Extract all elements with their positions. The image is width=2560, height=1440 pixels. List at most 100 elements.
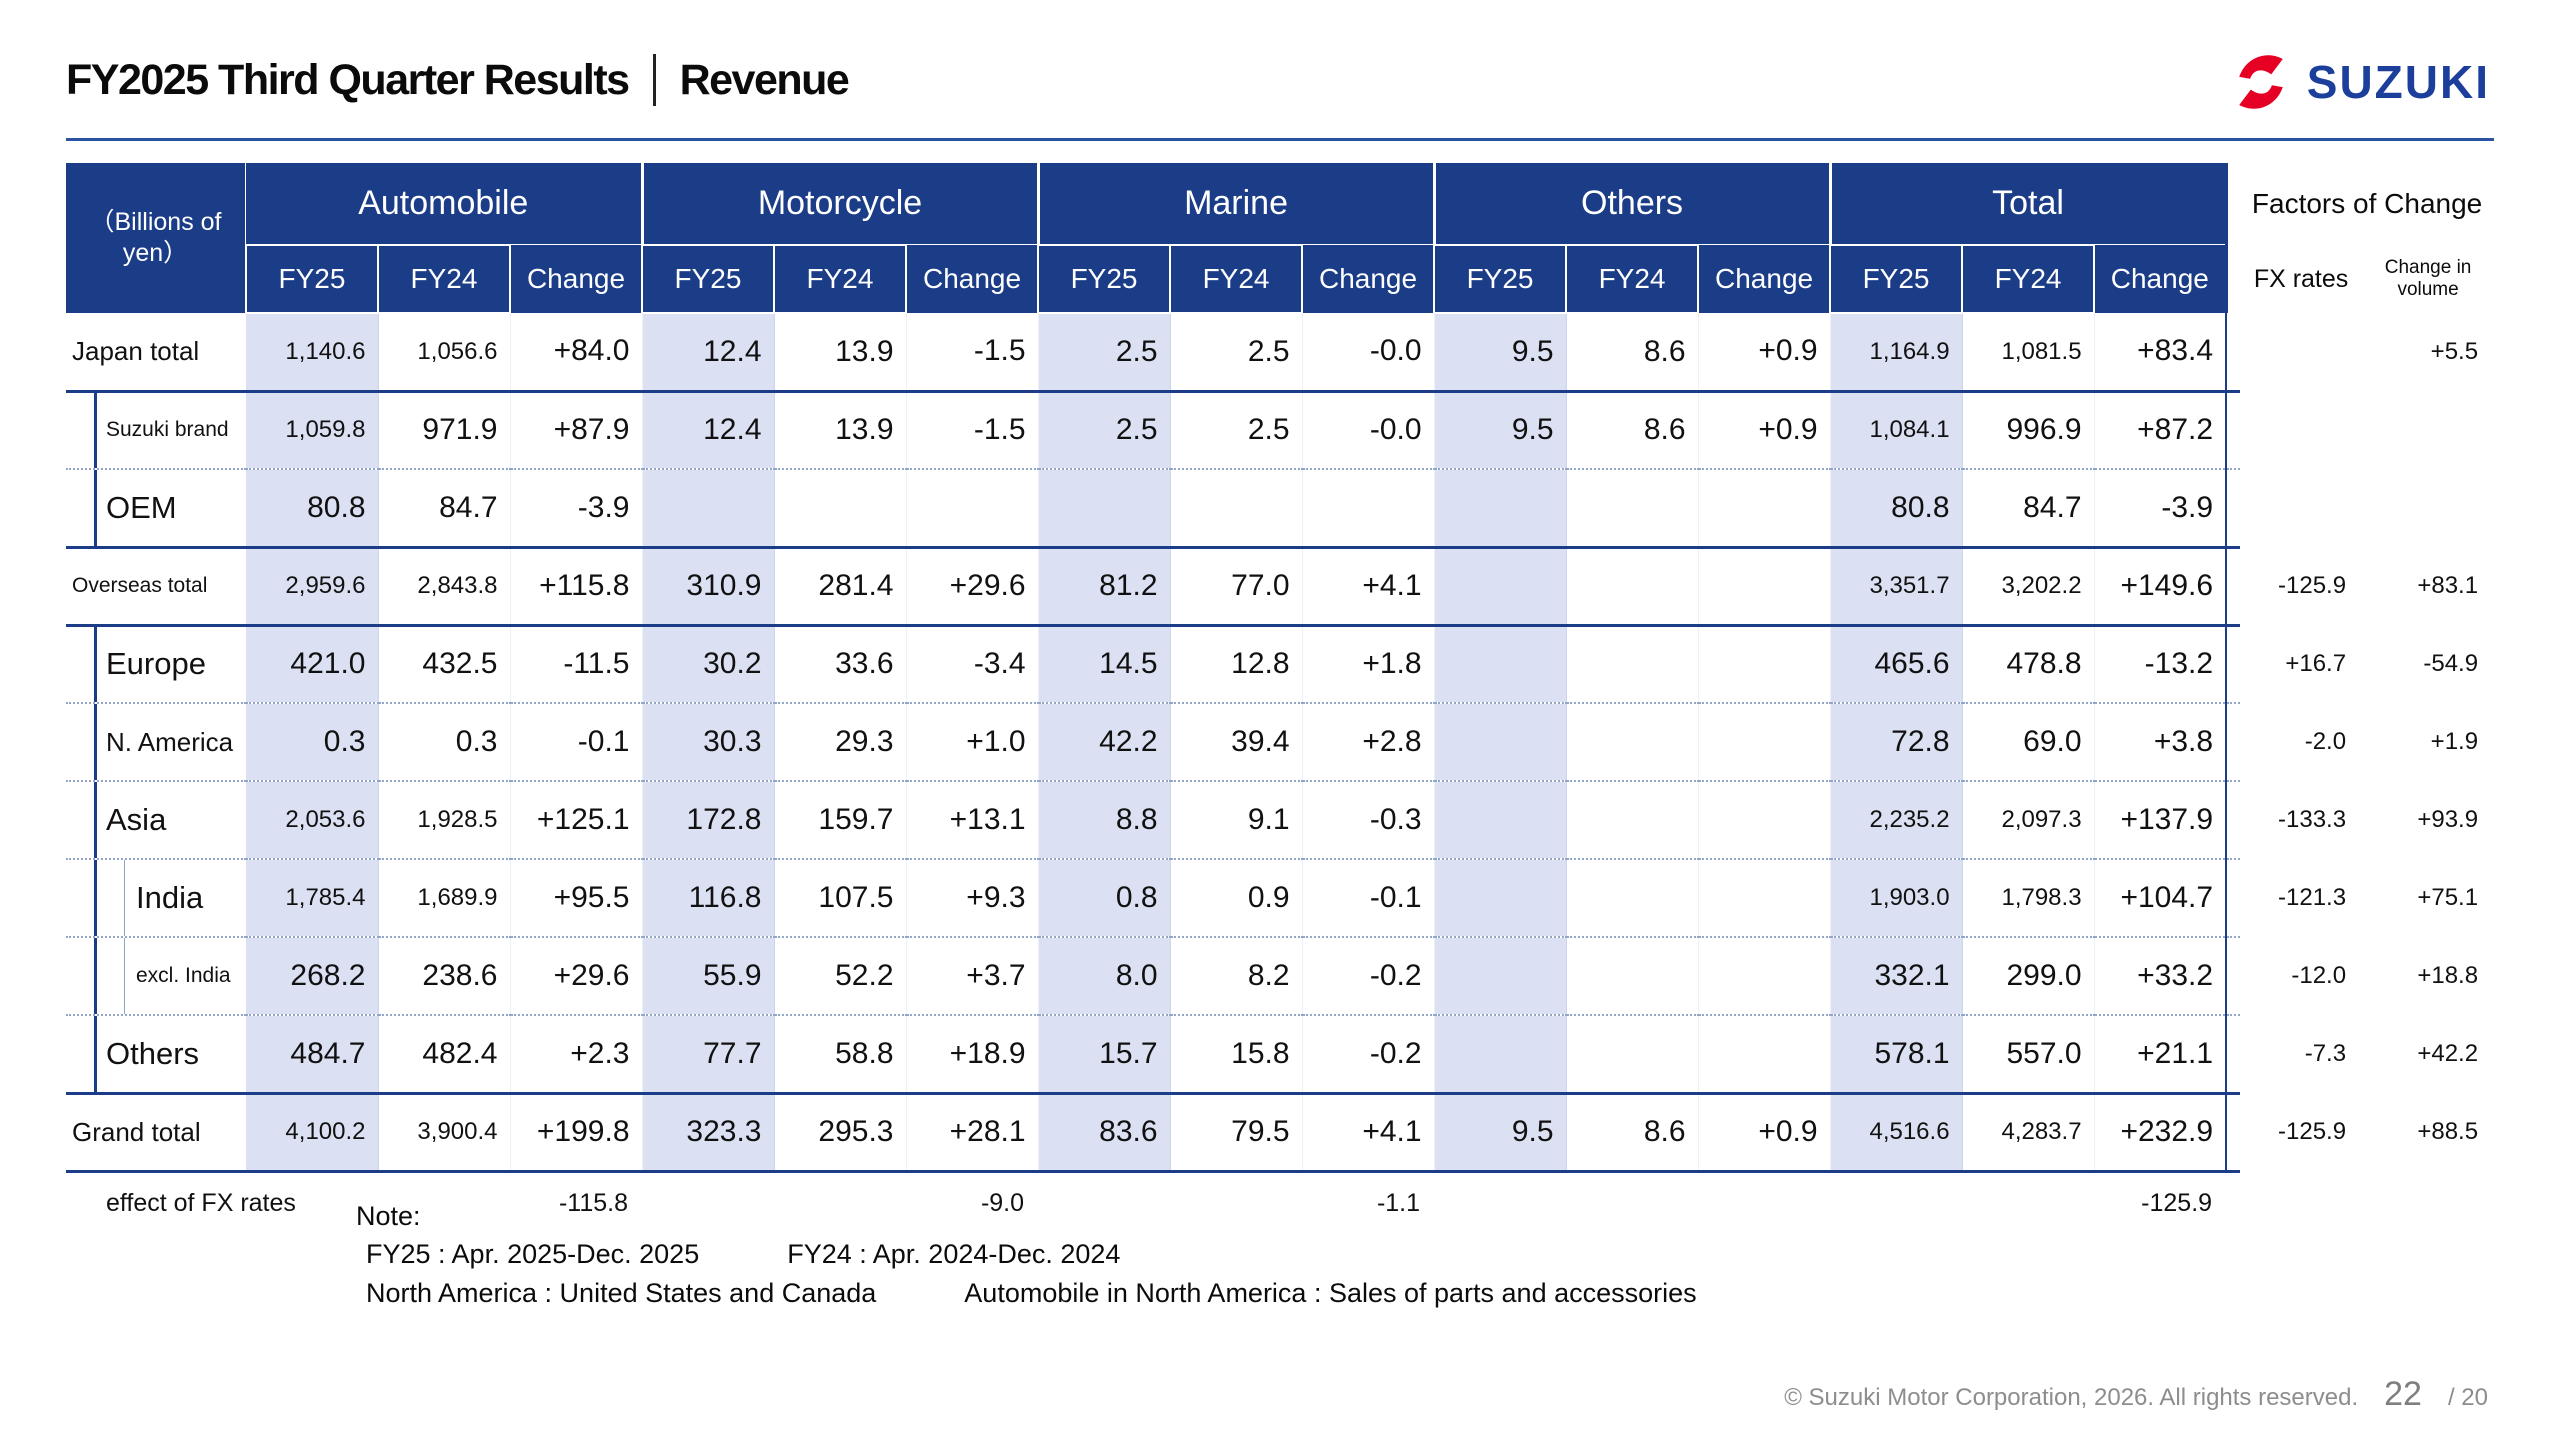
value-cell — [1698, 702, 1831, 781]
change-in-volume-value: +1.9 — [2362, 703, 2495, 781]
value-cell — [1434, 858, 1567, 937]
value-cell: -0.0 — [1302, 313, 1435, 391]
value-cell: 15.7 — [1038, 1014, 1171, 1093]
value-cell: 3,900.4 — [378, 1091, 511, 1173]
change-in-volume-value: +42.2 — [2362, 1015, 2495, 1093]
value-cell — [1566, 936, 1699, 1015]
note-fy25-def: FY25 : Apr. 2025-Dec. 2025 — [366, 1239, 700, 1270]
fx-rates-value — [2240, 469, 2363, 547]
column-group-motorcycle: Motorcycle — [640, 163, 1039, 245]
value-cell: 971.9 — [378, 389, 511, 469]
value-cell: +2.8 — [1302, 702, 1435, 781]
value-cell: -3.9 — [2094, 468, 2227, 547]
value-cell: 2.5 — [1038, 313, 1171, 391]
value-cell — [1434, 936, 1567, 1015]
value-cell: +3.7 — [906, 936, 1039, 1015]
value-cell: -0.2 — [1302, 936, 1435, 1015]
divider-cell — [2225, 468, 2241, 547]
value-cell: +104.7 — [2094, 858, 2227, 937]
value-cell: +0.9 — [1698, 389, 1831, 469]
subheader-fy25: FY25 — [1433, 244, 1568, 314]
value-cell: 9.5 — [1434, 1091, 1567, 1173]
value-cell: -13.2 — [2094, 623, 2227, 703]
divider-cell — [2225, 1091, 2241, 1173]
value-cell: 1,798.3 — [1962, 858, 2095, 937]
value-cell: 0.8 — [1038, 858, 1171, 937]
note-na-auto-def: Automobile in North America : Sales of p… — [964, 1277, 1697, 1308]
value-cell: 159.7 — [774, 780, 907, 859]
row-label-grand-total: Grand total — [66, 1091, 246, 1173]
row-label-others: Others — [66, 1014, 246, 1093]
value-cell: -3.4 — [906, 623, 1039, 703]
table-cell — [642, 1171, 906, 1235]
factors-of-change-title: Factors of Change — [2240, 163, 2495, 245]
subheader-fy24: FY24 — [1169, 244, 1304, 314]
slide-header: FY2025 Third Quarter Results Revenue SUZ… — [66, 44, 2494, 120]
value-cell: +83.4 — [2094, 313, 2227, 391]
row-label-oem: OEM — [66, 468, 246, 547]
note-fy24-def: FY24 : Apr. 2024-Dec. 2024 — [787, 1239, 1121, 1270]
value-cell: +9.3 — [906, 858, 1039, 937]
table-cell — [378, 1171, 510, 1235]
title-divider — [652, 54, 656, 106]
value-cell — [1434, 545, 1567, 625]
table-row-n-america: N. America 0.3 0.3 -0.1 30.3 29.3 +1.0 42.2 39.4… — [66, 702, 2495, 781]
value-cell: 116.8 — [642, 858, 775, 937]
fx-effect-row: effect of FX rates -115.8 -9.0 -1.1 -125.9 — [66, 1171, 2495, 1235]
divider-cell — [2225, 623, 2241, 703]
value-cell: 2,843.8 — [378, 545, 511, 625]
change-in-volume-value: -54.9 — [2362, 625, 2495, 703]
value-cell: 1,689.9 — [378, 858, 511, 937]
value-cell — [1698, 623, 1831, 703]
value-cell: 13.9 — [774, 389, 907, 469]
table-cell — [1434, 1171, 1831, 1235]
value-cell — [1698, 780, 1831, 859]
value-cell — [1434, 468, 1567, 547]
change-in-volume-value — [2362, 469, 2495, 547]
value-cell: 55.9 — [642, 936, 775, 1015]
value-cell: +87.2 — [2094, 389, 2227, 469]
table-cell — [2226, 1171, 2495, 1235]
value-cell — [1698, 468, 1831, 547]
value-cell: 172.8 — [642, 780, 775, 859]
value-cell: +4.1 — [1302, 545, 1435, 625]
value-cell — [1698, 858, 1831, 937]
value-cell — [1566, 468, 1699, 547]
value-cell: 42.2 — [1038, 702, 1171, 781]
value-cell: 2.5 — [1170, 313, 1303, 391]
value-cell: 9.5 — [1434, 313, 1567, 391]
value-cell: 8.6 — [1566, 389, 1699, 469]
page-number: 22 — [2384, 1375, 2422, 1413]
fx-effect-total: -125.9 — [2094, 1171, 2227, 1235]
value-cell: 1,928.5 — [378, 780, 511, 859]
value-cell: 30.3 — [642, 702, 775, 781]
value-cell: 77.7 — [642, 1014, 775, 1093]
value-cell: 578.1 — [1830, 1014, 1963, 1093]
value-cell — [1698, 1014, 1831, 1093]
column-group-marine: Marine — [1036, 163, 1435, 245]
value-cell — [906, 468, 1039, 547]
value-cell: 33.6 — [774, 623, 907, 703]
value-cell: +2.3 — [510, 1014, 643, 1093]
value-cell: 478.8 — [1962, 623, 2095, 703]
subheader-fy24: FY24 — [1565, 244, 1700, 314]
value-cell: 1,084.1 — [1830, 389, 1963, 469]
value-cell: -11.5 — [510, 623, 643, 703]
row-label-suzuki-brand: Suzuki brand — [66, 389, 246, 469]
fx-effect-marine: -1.1 — [1302, 1171, 1435, 1235]
value-cell: 2,235.2 — [1830, 780, 1963, 859]
subheader-fy25: FY25 — [1829, 244, 1964, 314]
value-cell: +115.8 — [510, 545, 643, 625]
value-cell: 0.9 — [1170, 858, 1303, 937]
row-label-excl-india: excl. India — [66, 936, 246, 1015]
suzuki-s-mark-icon — [2239, 55, 2283, 109]
table-row-japan-total: Japan total 1,140.6 1,056.6 +84.0 12.4 13.9 -1… — [66, 313, 2495, 391]
value-cell: 295.3 — [774, 1091, 907, 1173]
value-cell: 14.5 — [1038, 623, 1171, 703]
value-cell: -0.1 — [1302, 858, 1435, 937]
value-cell: 15.8 — [1170, 1014, 1303, 1093]
value-cell: 107.5 — [774, 858, 907, 937]
value-cell: 4,100.2 — [246, 1091, 379, 1173]
fx-effect-motorcycle: -9.0 — [906, 1171, 1039, 1235]
value-cell: 421.0 — [246, 623, 379, 703]
